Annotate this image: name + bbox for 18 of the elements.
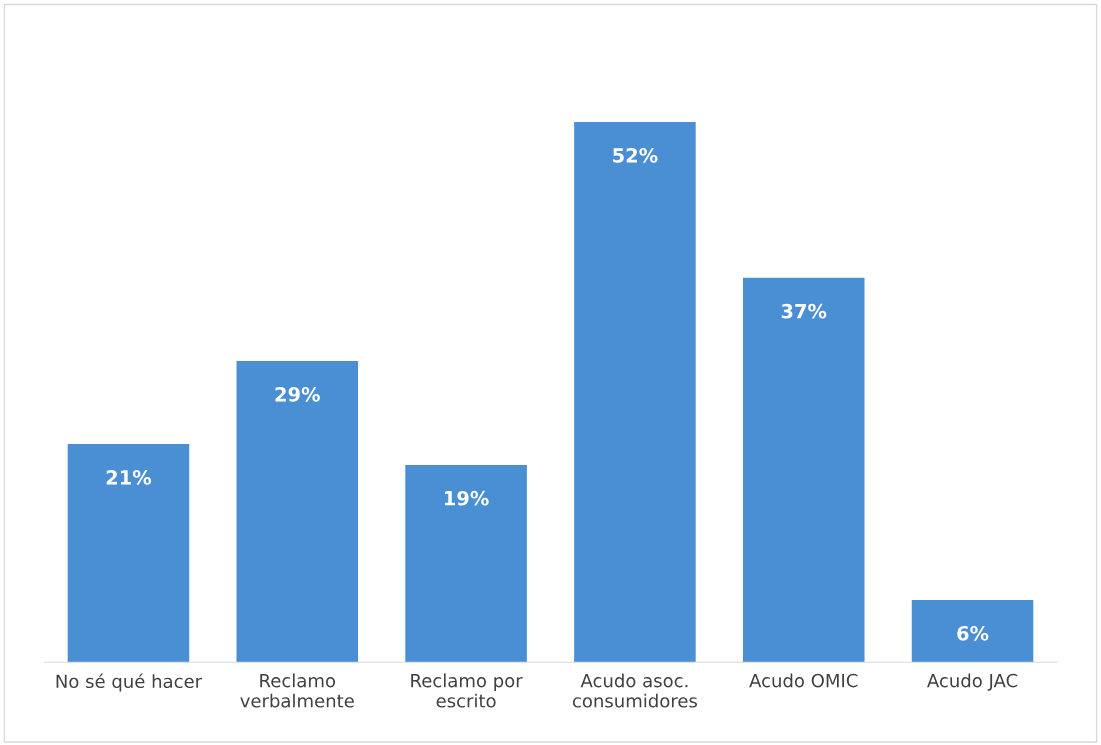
data-label: 21% [106, 470, 152, 485]
bar [911, 599, 1034, 663]
data-label: 29% [275, 386, 320, 402]
bar [742, 277, 865, 663]
x-tick-label: No sé qué hacer [56, 673, 203, 692]
x-tick-label: Acudo OMIC [749, 673, 858, 688]
x-tick-label: Acudo JAC [927, 673, 1018, 691]
bar [405, 464, 527, 663]
bar [67, 444, 190, 663]
data-label: 52% [613, 147, 658, 163]
data-label: 6% [957, 625, 989, 641]
bar [236, 360, 359, 663]
x-tick-label: Reclamo verbalmente [240, 673, 354, 708]
x-tick-label: Reclamo por escrito [411, 673, 523, 708]
data-label: 37% [781, 303, 827, 319]
data-label: 19% [445, 490, 489, 506]
bar [574, 122, 696, 663]
x-tick-label: Acudo asoc. consumidores [572, 673, 697, 708]
